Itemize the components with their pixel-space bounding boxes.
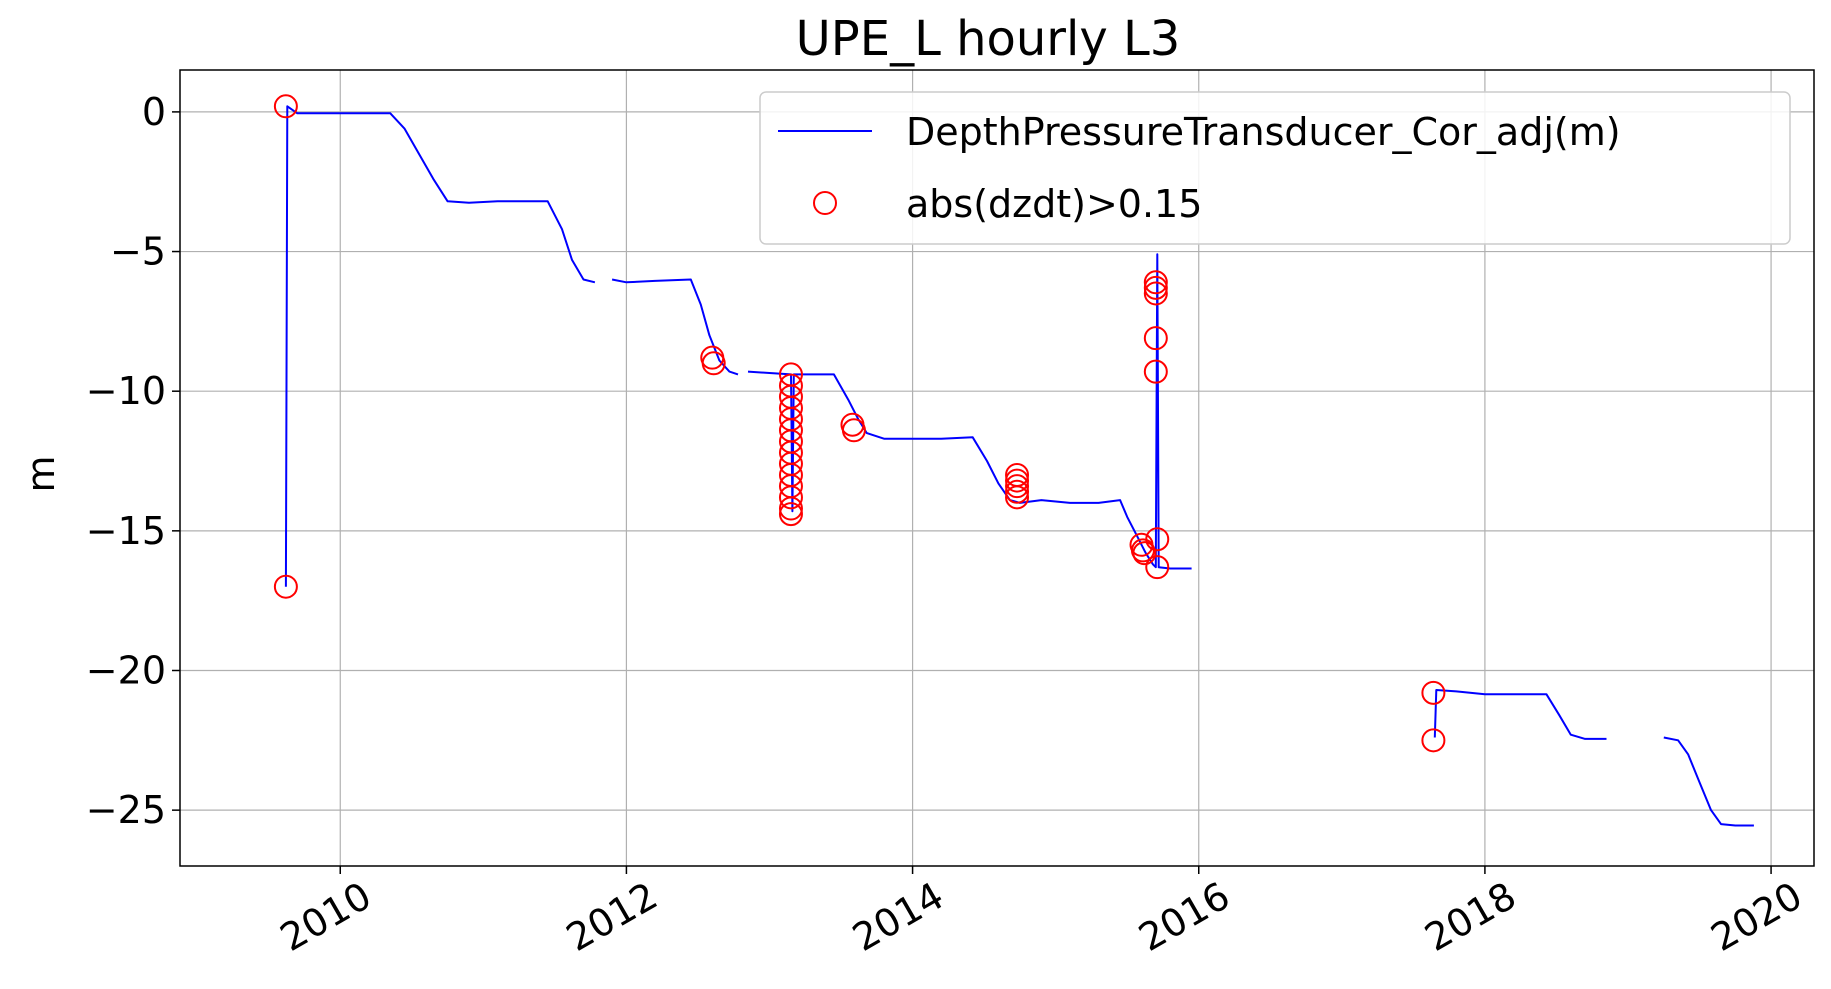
- legend-frame: [759, 91, 1791, 245]
- legend-label-dzdt: abs(dzdt)>0.15: [906, 182, 1202, 226]
- y-axis-label: m: [19, 455, 63, 492]
- dzdt-marker: [273, 574, 298, 599]
- depth-line-segment: [284, 105, 596, 587]
- x-tick-label: 2014: [845, 874, 951, 960]
- y-tick-label: 0: [142, 90, 166, 134]
- x-tick-label: 2010: [273, 874, 379, 960]
- dzdt-marker: [1143, 326, 1168, 351]
- depth-line-segment: [747, 253, 1192, 570]
- dzdt-marker: [1005, 468, 1030, 493]
- dzdt-marker: [1005, 474, 1030, 499]
- x-tick-label: 2018: [1418, 874, 1524, 960]
- dzdt-marker: [1143, 359, 1168, 384]
- y-tick-label: −20: [86, 648, 166, 692]
- depth-line-segment: [1433, 689, 1607, 740]
- x-tick-label: 2012: [559, 874, 665, 960]
- dzdt-marker: [1132, 541, 1157, 566]
- dzdt-marker: [778, 502, 803, 527]
- dzdt-marker: [1143, 281, 1168, 306]
- depth-line-segment: [1663, 736, 1754, 827]
- dzdt-marker: [1143, 275, 1168, 300]
- dzdt-marker: [701, 351, 726, 376]
- dzdt-marker: [778, 485, 803, 510]
- x-tick-label: 2016: [1131, 874, 1237, 960]
- y-tick-label: −25: [86, 788, 166, 832]
- y-tick-label: −15: [86, 509, 166, 553]
- y-tick-label: −5: [110, 230, 166, 274]
- dzdt-marker: [1005, 479, 1030, 504]
- chart-title: UPE_L hourly L3: [796, 11, 1181, 67]
- line-series-group: [284, 105, 1754, 827]
- legend-marker-swatch: [813, 191, 837, 215]
- dzdt-marker: [841, 418, 866, 443]
- dzdt-marker: [778, 496, 803, 521]
- dzdt-marker: [1145, 555, 1170, 580]
- depth-line-segment: [611, 278, 739, 376]
- legend: DepthPressureTransducer_Cor_adj(m) abs(d…: [759, 91, 1791, 245]
- dzdt-marker: [1143, 270, 1168, 295]
- dzdt-marker: [273, 94, 298, 119]
- y-tick-label: −10: [86, 369, 166, 413]
- axes-frame: [179, 69, 1815, 867]
- x-tick-label: 2020: [1704, 874, 1810, 960]
- dzdt-marker: [1145, 527, 1170, 552]
- dzdt-marker: [1421, 680, 1446, 705]
- dzdt-marker: [1421, 728, 1446, 753]
- marker-series-group: [273, 94, 1446, 753]
- dzdt-marker: [1005, 485, 1030, 510]
- legend-label-depth: DepthPressureTransducer_Cor_adj(m): [906, 110, 1621, 154]
